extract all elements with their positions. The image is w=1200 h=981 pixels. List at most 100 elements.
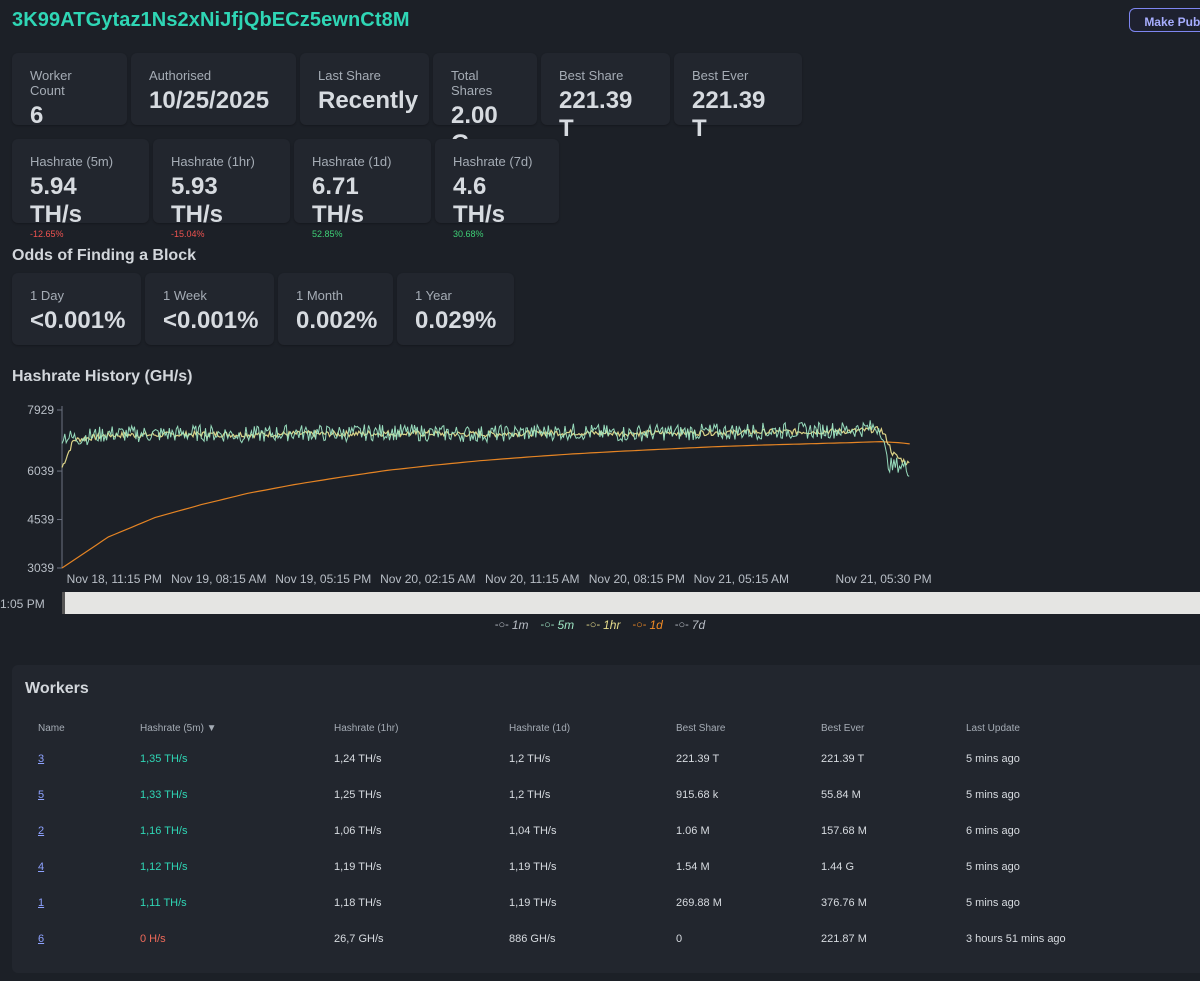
odds-row: 1 Day <0.001% 1 Week <0.001% 1 Month 0.0… [12, 273, 514, 345]
workers-table: Name Hashrate (5m) ▼ Hashrate (1hr) Hash… [26, 715, 1128, 957]
x-tick-label: Nov 19, 08:15 AM [171, 572, 266, 586]
hashrate-value: 6.71 TH/s [312, 173, 365, 228]
y-tick-label: 6039 [27, 464, 54, 478]
worker-hashrate-5m-cell: 0 H/s [128, 921, 322, 957]
odds-title: Odds of Finding a Block [12, 247, 196, 264]
stat-value: 221.39 T [559, 87, 633, 142]
worker-last-update-cell: 5 mins ago [954, 777, 1128, 813]
worker-best-share: 0 [676, 933, 683, 945]
worker-hashrate-5m-cell: 1,35 TH/s [128, 741, 322, 777]
y-tick-label: 4539 [27, 513, 54, 527]
worker-last-update: 3 hours 51 mins ago [966, 933, 1066, 945]
odds-card-1-day: 1 Day <0.001% [12, 273, 141, 345]
x-tick-label: Nov 21, 05:30 PM [836, 572, 932, 586]
odds-value: 0.002% [296, 307, 378, 334]
worker-name-link[interactable]: 4 [38, 861, 45, 873]
worker-hashrate-5m-cell: 1,16 TH/s [128, 813, 322, 849]
worker-hashrate-1d: 1,19 TH/s [509, 897, 557, 909]
worker-best-ever-cell: 1.44 G [809, 849, 954, 885]
worker-last-update-cell: 5 mins ago [954, 741, 1128, 777]
x-tick-label: Nov 21, 05:15 AM [694, 572, 789, 586]
legend-item-1d[interactable]: -○- 1d [632, 618, 662, 632]
col-header-best-ever[interactable]: Best Ever [821, 722, 865, 734]
col-header-last-update[interactable]: Last Update [966, 722, 1020, 734]
worker-last-update-cell: 5 mins ago [954, 849, 1128, 885]
worker-best-share: 915.68 k [676, 789, 719, 801]
worker-best-share-cell: 0 [664, 921, 809, 957]
worker-best-ever: 221.39 T [821, 753, 865, 765]
stat-card-authorised: Authorised 10/25/2025 [131, 53, 296, 125]
worker-hashrate-5m: 1,16 TH/s [140, 825, 188, 837]
stat-label: Worker Count [30, 68, 72, 98]
worker-hashrate-5m: 1,11 TH/s [140, 897, 187, 909]
worker-hashrate-5m-cell: 1,33 TH/s [128, 777, 322, 813]
legend-item-5m[interactable]: -○- 5m [540, 618, 574, 632]
worker-best-share-cell: 1.54 M [664, 849, 809, 885]
legend-item-1hr[interactable]: -○- 1hr [586, 618, 620, 632]
legend-item-7d[interactable]: -○- 7d [675, 618, 705, 632]
hashrate-card-7d: Hashrate (7d) 4.6 TH/s 30.68% [435, 139, 559, 239]
x-tick-label: Nov 19, 05:15 PM [275, 572, 371, 586]
col-header-hashrate-1hr[interactable]: Hashrate (1hr) [334, 722, 399, 734]
chart-legend: -○- 1m -○- 5m -○- 1hr -○- 1d -○- 7d [0, 618, 1200, 632]
stat-card-best-share: Best Share 221.39 T [541, 53, 670, 142]
col-header-hashrate-5m[interactable]: Hashrate (5m) ▼ [140, 722, 217, 734]
worker-last-update-cell: 3 hours 51 mins ago [954, 921, 1128, 957]
hashrate-value: 5.93 TH/s [171, 173, 224, 228]
hashrate-change: 30.68% [453, 229, 484, 239]
worker-hashrate-1hr: 1,06 TH/s [334, 825, 382, 837]
legend-item-1m[interactable]: -○- 1m [495, 618, 529, 632]
odds-card-1-year: 1 Year 0.029% [397, 273, 514, 345]
worker-best-ever-cell: 157.68 M [809, 813, 954, 849]
hashrate-history-chart[interactable]: 3039 4539 6039 7929 Nov 18, 11:15 PM Nov 19, … [0, 395, 1200, 590]
worker-last-update: 5 mins ago [966, 753, 1020, 765]
worker-hashrate-1d-cell: 1,19 TH/s [497, 849, 664, 885]
worker-name-cell: 6 [26, 921, 128, 957]
worker-best-share: 1.06 M [676, 825, 710, 837]
odds-value: <0.001% [163, 307, 259, 334]
stat-value: 6 [30, 102, 44, 129]
worker-last-update-cell: 5 mins ago [954, 885, 1128, 921]
chart-navigator[interactable]: 1:05 PM [0, 590, 1200, 618]
stat-card-worker-count: Worker Count 6 [12, 53, 127, 129]
hashrate-card-5m: Hashrate (5m) 5.94 TH/s -12.65% [12, 139, 149, 239]
worker-name-link[interactable]: 1 [38, 897, 45, 909]
worker-hashrate-5m-cell: 1,12 TH/s [128, 849, 322, 885]
col-header-hashrate-1d[interactable]: Hashrate (1d) [509, 722, 571, 734]
worker-hashrate-1d: 1,19 TH/s [509, 861, 557, 873]
workers-header-row: Name Hashrate (5m) ▼ Hashrate (1hr) Hash… [26, 715, 1128, 741]
series-line-1d [61, 440, 910, 569]
worker-name-link[interactable]: 3 [38, 753, 45, 765]
worker-best-share-cell: 221.39 T [664, 741, 809, 777]
navigator-range-bar[interactable] [62, 592, 1200, 614]
x-tick-label: Nov 20, 02:15 AM [380, 572, 475, 586]
stat-label: Total Shares [451, 68, 493, 98]
worker-hashrate-1hr: 1,18 TH/s [334, 897, 382, 909]
worker-best-ever-cell: 221.39 T [809, 741, 954, 777]
x-tick-label: Nov 20, 11:15 AM [485, 572, 580, 586]
worker-hashrate-1hr-cell: 1,06 TH/s [322, 813, 497, 849]
worker-best-ever-cell: 376.76 M [809, 885, 954, 921]
odds-label: 1 Week [163, 288, 207, 303]
worker-name-cell: 1 [26, 885, 128, 921]
worker-hashrate-1d-cell: 1,2 TH/s [497, 777, 664, 813]
worker-best-ever-cell: 55.84 M [809, 777, 954, 813]
worker-hashrate-1d-cell: 1,04 TH/s [497, 813, 664, 849]
legend-marker-icon: -○- [540, 619, 555, 631]
col-header-best-share[interactable]: Best Share [676, 722, 726, 734]
worker-best-ever: 221.87 M [821, 933, 867, 945]
col-header-name[interactable]: Name [38, 722, 65, 734]
worker-name-link[interactable]: 5 [38, 789, 45, 801]
hashrate-label: Hashrate (1hr) [171, 154, 255, 169]
legend-marker-icon: -○- [632, 619, 647, 631]
worker-name-link[interactable]: 6 [38, 933, 45, 945]
legend-label: 1hr [603, 618, 621, 632]
worker-hashrate-1hr-cell: 1,19 TH/s [322, 849, 497, 885]
worker-name-link[interactable]: 2 [38, 825, 45, 837]
make-public-button[interactable]: Make Public [1129, 8, 1200, 32]
stat-label: Best Share [559, 68, 624, 83]
worker-hashrate-5m-cell: 1,11 TH/s [128, 885, 322, 921]
legend-label: 5m [557, 618, 575, 632]
worker-hashrate-1hr-cell: 1,25 TH/s [322, 777, 497, 813]
worker-hashrate-1hr-cell: 1,24 TH/s [322, 741, 497, 777]
